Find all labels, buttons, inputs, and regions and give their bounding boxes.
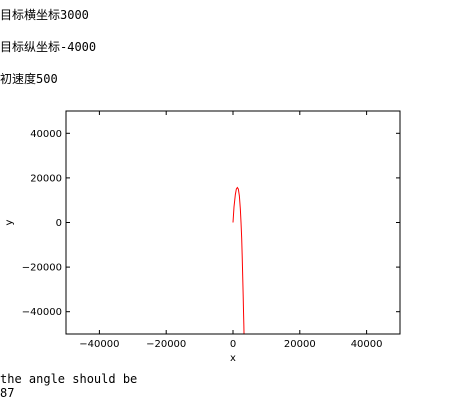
x-axis-label: x (230, 353, 236, 364)
initial-speed-text: 初速度500 (0, 72, 58, 86)
x-tick-label: 40000 (351, 339, 383, 350)
y-axis-label: y (4, 219, 15, 225)
plot-frame (65, 110, 401, 335)
axis-ticks (66, 111, 400, 334)
trajectory-line (232, 186, 245, 335)
x-tick-label: 0 (230, 339, 236, 350)
x-tick-label: −40000 (79, 339, 119, 350)
y-tick-label: 0 (56, 218, 62, 229)
y-tick-label: −40000 (22, 307, 62, 318)
result-value: 87 (0, 386, 15, 400)
x-tick-label: 20000 (284, 339, 316, 350)
y-tick-label: −20000 (22, 263, 62, 274)
result-label: the angle should be (0, 372, 138, 386)
y-tick-label: 20000 (30, 173, 62, 184)
x-tick-label: −20000 (146, 339, 186, 350)
tick-labels: −40000 −20000 0 20000 40000 −40000 −20000 0 2000… (22, 129, 383, 350)
target-y-text: 目标纵坐标-4000 (0, 40, 97, 54)
y-tick-label: 40000 (30, 129, 62, 140)
target-x-text: 目标横坐标3000 (0, 8, 89, 22)
